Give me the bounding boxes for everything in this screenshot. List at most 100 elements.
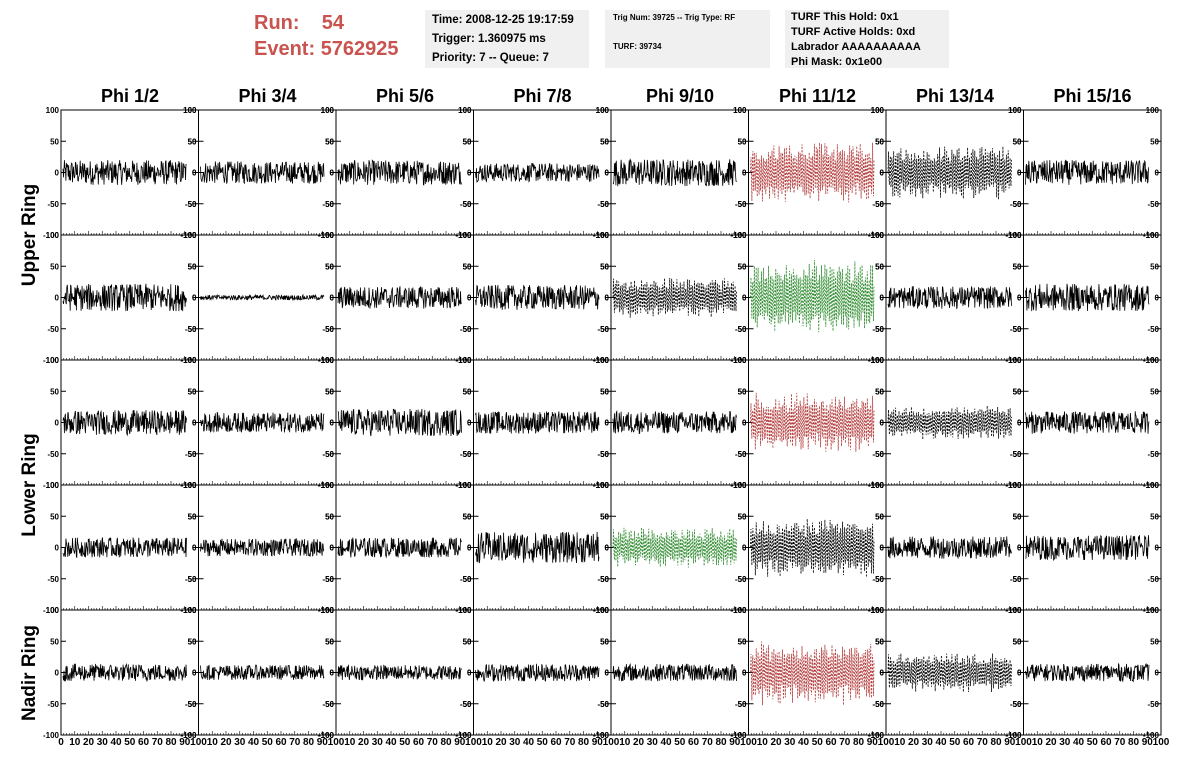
y-tick-label: 0 xyxy=(1017,669,1022,678)
y-tick-label: 100 xyxy=(46,356,60,365)
y-tick-label: 100 xyxy=(733,481,747,490)
waveform-trace xyxy=(200,664,325,681)
y-tick-label-right: 0 xyxy=(192,544,197,553)
waveform-trace xyxy=(887,285,1012,310)
event-label: Event: xyxy=(254,38,316,60)
waveform-trace xyxy=(612,158,737,187)
y-tick-label-right: -50 xyxy=(1147,575,1159,584)
y-tick-label-right: -50 xyxy=(872,700,884,709)
y-tick-label: 100 xyxy=(596,106,610,115)
y-tick-label-right: -50 xyxy=(597,200,609,209)
x-tick-label: 80 xyxy=(1128,737,1140,748)
y-tick-label-right: 100 xyxy=(733,356,747,365)
y-tick-label-right: 50 xyxy=(188,512,197,521)
x-tick-label: 70 xyxy=(427,737,439,748)
y-tick-label-right: -50 xyxy=(460,325,472,334)
x-tick-label: 100 xyxy=(190,737,207,748)
y-tick-label-right: -50 xyxy=(185,575,197,584)
y-tick-label: 100 xyxy=(321,606,335,615)
run-value: 54 xyxy=(321,12,345,34)
y-tick-label-right: 0 xyxy=(330,669,335,678)
y-tick-label-right: 100 xyxy=(596,231,610,240)
y-tick-label-right: 0 xyxy=(467,419,472,428)
y-tick-label-right: 50 xyxy=(463,387,472,396)
y-tick-label-right: 50 xyxy=(738,637,747,646)
y-tick-label-right: 0 xyxy=(1017,669,1022,678)
y-tick-label: 100 xyxy=(596,231,610,240)
phi-mask-text: Phi Mask: 0x1e00 xyxy=(791,56,883,68)
y-tick-label-right: 0 xyxy=(1017,169,1022,178)
x-tick-label: 60 xyxy=(963,737,975,748)
y-tick-label: 50 xyxy=(875,637,884,646)
x-tick-label: 50 xyxy=(1087,737,1099,748)
column-header-2: Phi 3/4 xyxy=(238,86,297,106)
y-tick-label: 50 xyxy=(600,137,609,146)
y-tick-label: 0 xyxy=(55,419,60,428)
y-tick-label-right: 0 xyxy=(742,294,747,303)
waveform-trace xyxy=(612,410,737,435)
x-tick-label: 40 xyxy=(1073,737,1085,748)
y-tick-label: 100 xyxy=(458,231,472,240)
y-tick-label: -50 xyxy=(460,575,472,584)
y-tick-label-right: 100 xyxy=(733,106,747,115)
x-tick-label: 40 xyxy=(935,737,947,748)
y-tick-label-right: 100 xyxy=(596,106,610,115)
y-tick-label-right: -50 xyxy=(872,200,884,209)
y-tick-label-right: -50 xyxy=(322,325,334,334)
y-tick-label: 50 xyxy=(188,262,197,271)
y-tick-label: -50 xyxy=(735,700,747,709)
y-tick-label: 0 xyxy=(330,669,335,678)
y-tick-label: 0 xyxy=(742,419,747,428)
x-tick-label: 10 xyxy=(1032,737,1044,748)
y-tick-label: 0 xyxy=(742,169,747,178)
y-tick-label: -100 xyxy=(43,731,60,740)
waveform-trace xyxy=(337,159,462,186)
y-tick-label: 0 xyxy=(55,669,60,678)
y-tick-label-right: 0 xyxy=(330,294,335,303)
y-tick-label-right: 100 xyxy=(458,106,472,115)
waveform-trace xyxy=(612,277,737,318)
trigger-info-box: Trig Num: 39725 -- Trig Type: RF TURF: 3… xyxy=(605,10,770,68)
turf-text: TURF: 39734 xyxy=(613,42,662,51)
y-tick-label-right: -100 xyxy=(868,731,885,740)
y-tick-label: 0 xyxy=(467,169,472,178)
y-tick-label: 100 xyxy=(596,481,610,490)
y-tick-label-right: 0 xyxy=(467,169,472,178)
x-tick-label: 80 xyxy=(303,737,315,748)
y-tick-label: 100 xyxy=(871,356,885,365)
y-tick-label-right: -50 xyxy=(185,200,197,209)
run-label: Run: xyxy=(254,12,300,34)
y-tick-label: 0 xyxy=(1017,294,1022,303)
x-tick-label: 10 xyxy=(344,737,356,748)
x-tick-label: 40 xyxy=(248,737,260,748)
y-tick-label-right: 0 xyxy=(192,169,197,178)
x-tick-label: 90 xyxy=(1004,737,1016,748)
column-header-5: Phi 9/10 xyxy=(645,86,715,106)
y-tick-label-right: 0 xyxy=(880,419,885,428)
y-tick-label: 100 xyxy=(321,481,335,490)
x-tick-label: 60 xyxy=(138,737,150,748)
y-tick-label-right: 50 xyxy=(1013,387,1022,396)
y-tick-label: -50 xyxy=(322,700,334,709)
y-tick-label-right: 0 xyxy=(330,419,335,428)
y-tick-label-right: 100 xyxy=(321,481,335,490)
y-tick-label: 100 xyxy=(596,356,610,365)
x-tick-label: 70 xyxy=(152,737,164,748)
y-tick-label-right: 0 xyxy=(1017,544,1022,553)
y-tick-label-right: 50 xyxy=(463,262,472,271)
y-tick-label: 50 xyxy=(1013,387,1022,396)
y-tick-label: 0 xyxy=(605,294,610,303)
panel-r5-c7: -100 -100 -50 -50 0 0 50 50 100 100 xyxy=(868,606,1024,740)
x-tick-label: 30 xyxy=(647,737,659,748)
column-header-4: Phi 7/8 xyxy=(513,86,572,106)
x-tick-label: 50 xyxy=(262,737,274,748)
waveform-trace xyxy=(337,537,462,559)
y-tick-label-right: -100 xyxy=(180,731,197,740)
x-tick-label: 30 xyxy=(372,737,384,748)
y-tick-label: -50 xyxy=(872,325,884,334)
y-tick-label: 100 xyxy=(871,106,885,115)
